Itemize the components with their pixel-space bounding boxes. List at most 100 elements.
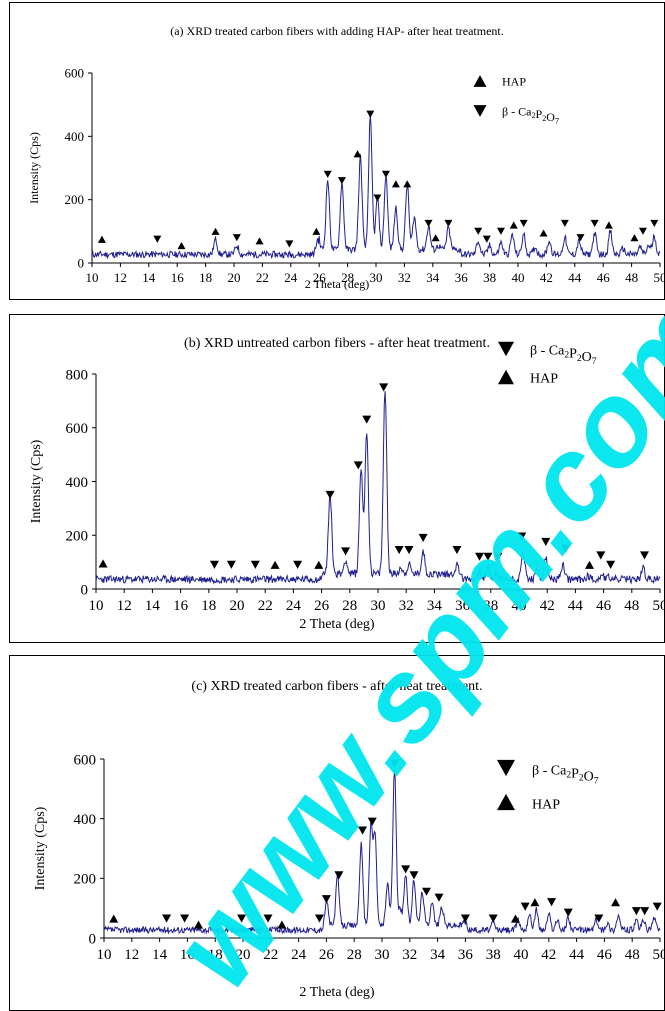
chart-c-marker-hap xyxy=(194,920,204,929)
chart-b-x-tick-label: 24 xyxy=(286,598,302,614)
chart-c-marker-hap xyxy=(510,914,520,923)
chart-c-marker-ca2p2o7 xyxy=(594,914,604,923)
chart-c-marker-ca2p2o7 xyxy=(390,759,400,768)
chart-c-marker-ca2p2o7 xyxy=(460,914,470,923)
chart-c-x-tick-label: 36 xyxy=(458,947,474,963)
chart-c-x-tick-label: 16 xyxy=(180,947,196,963)
chart-b-x-tick-label: 50 xyxy=(653,598,665,614)
chart-a-x-tick-label: 20 xyxy=(228,270,241,285)
chart-c-marker-ca2p2o7 xyxy=(367,817,377,826)
chart-c-marker-ca2p2o7 xyxy=(652,902,662,911)
chart-c-x-tick-label: 48 xyxy=(625,947,640,963)
chart-panel-a: (a) XRD treated carbon fibers with addin… xyxy=(9,2,665,300)
chart-a-x-tick-label: 14 xyxy=(142,270,156,285)
chart-b-x-tick-label: 16 xyxy=(173,598,189,614)
chart-b-marker-hap xyxy=(98,559,108,568)
chart-a-marker-ca2p2o7 xyxy=(638,227,647,235)
chart-a-marker-ca2p2o7 xyxy=(232,234,241,242)
chart-b-marker-ca2p2o7 xyxy=(452,545,462,555)
chart-a-marker-ca2p2o7 xyxy=(285,240,294,248)
chart-b-marker-ca2p2o7 xyxy=(250,560,260,569)
chart-b-legend-label: HAP xyxy=(530,372,558,387)
chart-a-marker-ca2p2o7 xyxy=(366,110,375,118)
chart-b-x-tick-label: 40 xyxy=(512,598,527,614)
chart-a-marker-hap xyxy=(403,180,412,188)
chart-b-x-tick-label: 10 xyxy=(89,598,104,614)
chart-b-marker-ca2p2o7 xyxy=(226,560,236,569)
chart-c-marker-ca2p2o7 xyxy=(520,902,530,911)
chart-a-x-tick-label: 48 xyxy=(625,270,638,285)
chart-a-marker-ca2p2o7 xyxy=(474,227,483,235)
chart-b-marker-ca2p2o7 xyxy=(596,551,606,560)
chart-c-marker-ca2p2o7 xyxy=(180,914,190,923)
chart-c-title: (c) XRD treated carbon fibers - after he… xyxy=(191,679,482,694)
chart-a-y-label: Intensity (Cps) xyxy=(27,132,41,204)
chart-a-svg: (a) XRD treated carbon fibers with addin… xyxy=(27,24,665,291)
chart-a-marker-hap xyxy=(177,241,186,250)
chart-c-x-tick-label: 46 xyxy=(597,947,613,963)
chart-a-marker-hap xyxy=(539,229,548,237)
chart-b-x-tick-label: 42 xyxy=(540,598,555,614)
chart-a-legend-up-icon xyxy=(473,75,487,87)
chart-b-marker-ca2p2o7 xyxy=(639,551,649,560)
chart-b-marker-ca2p2o7 xyxy=(325,490,335,499)
chart-a-x-tick-label: 50 xyxy=(654,270,665,285)
chart-a-x-tick-label: 30 xyxy=(370,270,383,285)
chart-a-x-tick-label: 34 xyxy=(426,270,440,285)
chart-a-marker-ca2p2o7 xyxy=(153,235,162,243)
chart-c-y-tick-label: 0 xyxy=(89,931,97,947)
chart-a-marker-hap xyxy=(255,237,264,245)
chart-c-legend-label: HAP xyxy=(532,797,560,812)
chart-a-marker-hap xyxy=(97,235,106,243)
chart-b-title: (b) XRD untreated carbon fibers - after … xyxy=(184,336,490,351)
chart-c-y-label: Intensity (Cps) xyxy=(33,806,48,890)
chart-c-x-tick-label: 14 xyxy=(152,947,168,963)
chart-c-marker-ca2p2o7 xyxy=(434,893,444,902)
chart-a-x-tick-label: 42 xyxy=(540,270,553,285)
chart-b-x-tick-label: 34 xyxy=(427,598,443,614)
chart-b-y-tick-label: 400 xyxy=(66,475,89,491)
chart-a-x-tick-label: 32 xyxy=(398,270,411,285)
chart-a-marker-ca2p2o7 xyxy=(519,219,528,228)
chart-b-marker-ca2p2o7 xyxy=(209,560,219,569)
chart-c-legend-up-icon xyxy=(497,793,515,811)
chart-b-marker-hap xyxy=(585,560,594,569)
chart-c-x-tick-label: 10 xyxy=(97,947,112,963)
chart-b-x-tick-label: 12 xyxy=(117,598,132,614)
chart-b-marker-hap xyxy=(270,560,280,569)
chart-c-marker-hap xyxy=(277,920,287,929)
chart-c-marker-ca2p2o7 xyxy=(547,898,557,907)
chart-a-x-tick-label: 16 xyxy=(171,270,185,285)
chart-b-x-label: 2 Theta (deg) xyxy=(299,617,374,632)
chart-c-y-tick-label: 400 xyxy=(74,812,97,828)
chart-a-series-line xyxy=(91,114,661,260)
chart-b-x-tick-label: 30 xyxy=(371,598,386,614)
chart-a-x-tick-label: 28 xyxy=(341,270,354,285)
chart-b-marker-ca2p2o7 xyxy=(561,544,571,553)
chart-c-marker-ca2p2o7 xyxy=(321,895,331,904)
chart-a-marker-ca2p2o7 xyxy=(444,219,453,228)
chart-a-x-tick-label: 44 xyxy=(568,270,582,285)
chart-a-x-tick-label: 12 xyxy=(114,270,127,285)
chart-b-legend-down-icon xyxy=(498,341,514,357)
chart-a-marker-ca2p2o7 xyxy=(482,235,491,243)
chart-b-y-tick-label: 200 xyxy=(66,529,89,545)
chart-b-series-line xyxy=(95,391,661,585)
chart-c-marker-hap xyxy=(109,914,119,923)
chart-c-x-tick-label: 26 xyxy=(319,947,335,963)
chart-a-marker-hap xyxy=(391,180,400,188)
chart-b-x-tick-label: 22 xyxy=(258,598,273,614)
chart-a-x-tick-label: 26 xyxy=(313,270,327,285)
chart-c-x-tick-label: 50 xyxy=(653,947,665,963)
chart-b-x-tick-label: 44 xyxy=(568,598,584,614)
chart-c-y-tick-label: 200 xyxy=(74,872,97,888)
chart-c-marker-ca2p2o7 xyxy=(334,871,344,880)
chart-a-marker-hap xyxy=(353,150,362,158)
chart-b-marker-ca2p2o7 xyxy=(353,461,363,470)
chart-c-x-tick-label: 24 xyxy=(291,947,307,963)
chart-b-legend-up-icon xyxy=(498,369,514,385)
chart-a-y-tick-label: 400 xyxy=(65,129,85,144)
chart-c-legend-label: β - Ca2P2O7 xyxy=(532,763,599,786)
chart-b-x-tick-label: 18 xyxy=(201,598,216,614)
chart-a-x-tick-label: 10 xyxy=(86,270,99,285)
